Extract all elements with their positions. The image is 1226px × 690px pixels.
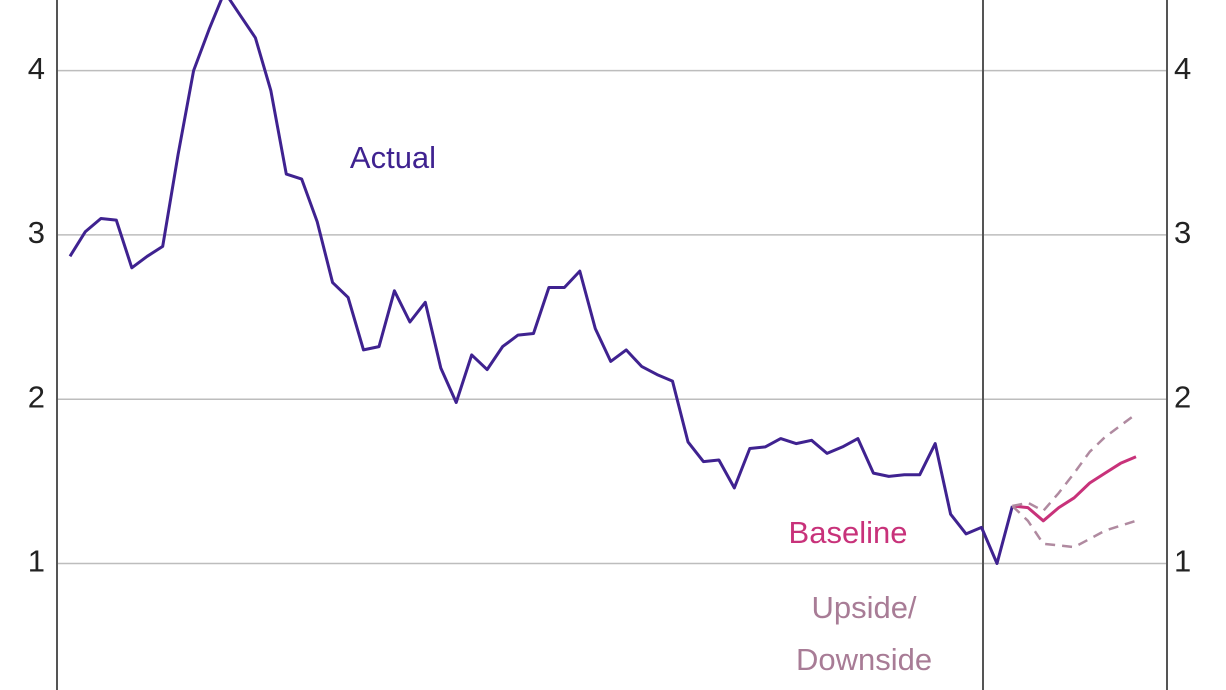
series-label: Baseline [789, 515, 908, 550]
series-line [68, 0, 1014, 565]
y-tick-label: 1 [28, 544, 45, 579]
y-tick-label: 2 [28, 379, 45, 414]
y2-tick-label: 4 [1174, 51, 1191, 86]
series-label: Actual [350, 140, 436, 175]
series-line [1011, 505, 1137, 549]
y2-tick-label: 3 [1174, 215, 1191, 250]
annotation: Downside [796, 642, 932, 677]
series-line [1012, 455, 1137, 523]
annotation: Upside/ [811, 590, 916, 625]
y2-tick-label: 1 [1174, 544, 1191, 579]
y-tick-label: 4 [28, 51, 45, 86]
y2-tick-label: 2 [1174, 379, 1191, 414]
series-line [1012, 412, 1137, 513]
y-tick-label: 3 [28, 215, 45, 250]
